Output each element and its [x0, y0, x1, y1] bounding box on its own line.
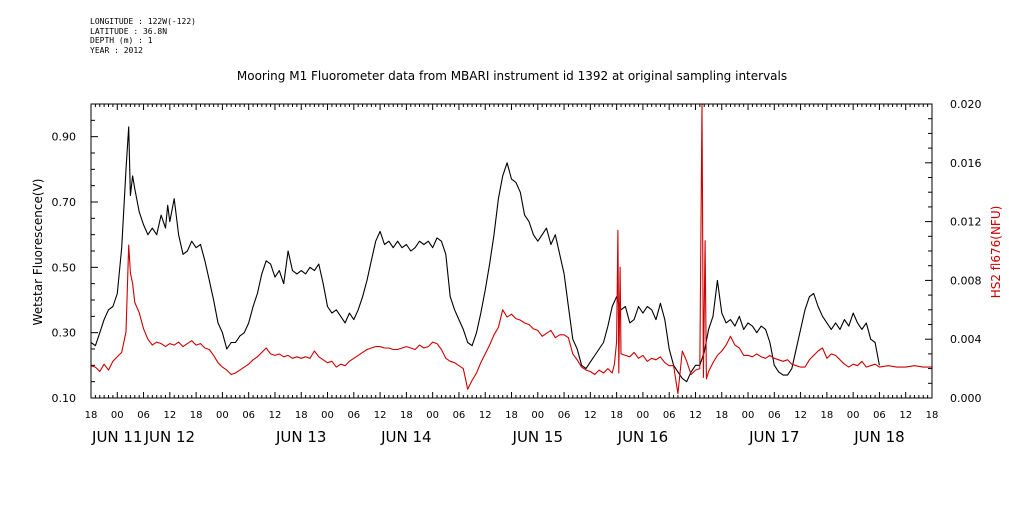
x-day-label: JUN 14 [380, 428, 431, 446]
x-tick-label: 18 [505, 410, 518, 421]
x-tick-label: 06 [453, 410, 466, 421]
x-tick-label: 06 [768, 410, 781, 421]
x-tick-label: 00 [426, 410, 439, 421]
x-day-label: JUN 12 [144, 428, 195, 446]
y-right-tick-label: 0.016 [950, 157, 982, 170]
y-right-tick-label: 0.012 [950, 216, 982, 229]
x-tick-label: 12 [584, 410, 597, 421]
x-tick-label: 18 [400, 410, 413, 421]
meta-year: YEAR : 2012 [90, 45, 143, 55]
x-tick-label: 18 [85, 410, 98, 421]
x-tick-label: 06 [137, 410, 150, 421]
y-left-tick-label: 0.90 [52, 131, 77, 144]
x-tick-label: 00 [111, 410, 124, 421]
y-left-tick-label: 0.70 [52, 196, 77, 209]
x-tick-label: 00 [216, 410, 229, 421]
x-day-label: JUN 18 [853, 428, 904, 446]
x-tick-label: 00 [321, 410, 334, 421]
y-left-tick-label: 0.10 [52, 392, 77, 405]
x-tick-label: 06 [873, 410, 886, 421]
x-tick-label: 12 [479, 410, 492, 421]
x-tick-label: 18 [190, 410, 203, 421]
y-right-tick-label: 0.004 [950, 333, 982, 346]
x-tick-label: 00 [742, 410, 755, 421]
x-tick-label: 18 [295, 410, 308, 421]
x-day-label: JUN 17 [748, 428, 799, 446]
series-line-right-axis [90, 103, 932, 395]
y-right-tick-label: 0.020 [950, 98, 982, 111]
y-right-tick-label: 0.008 [950, 274, 982, 287]
x-day-label: JUN 13 [275, 428, 326, 446]
meta-depth: DEPTH (m) : 1 [90, 36, 153, 45]
x-tick-label: 12 [374, 410, 387, 421]
y-left-label: Wetstar Fluorescence(V) [31, 179, 45, 326]
y-right-tick-label: 0.000 [950, 392, 982, 405]
y-left-tick-label: 0.30 [52, 327, 77, 340]
meta-longitude: LONGITUDE : 122W(-122) [90, 17, 196, 26]
y-right-label: HS2 fl676(NFU) [989, 206, 1003, 299]
meta-latitude: LATITUDE : 36.8N [90, 26, 168, 36]
x-tick-label: 06 [663, 410, 676, 421]
x-tick-label: 18 [821, 410, 834, 421]
x-day-label: JUN 11 [91, 428, 142, 446]
x-tick-label: 12 [899, 410, 912, 421]
x-tick-label: 00 [847, 410, 860, 421]
x-tick-label: 00 [637, 410, 650, 421]
x-tick-label: 06 [347, 410, 360, 421]
x-tick-label: 18 [715, 410, 728, 421]
x-tick-label: 06 [242, 410, 255, 421]
x-day-label: JUN 15 [512, 428, 563, 446]
x-tick-label: 18 [926, 410, 939, 421]
x-tick-label: 12 [163, 410, 176, 421]
x-tick-label: 12 [794, 410, 807, 421]
x-tick-label: 06 [558, 410, 571, 421]
y-left-tick-label: 0.50 [52, 261, 77, 274]
series-line-left-axis [90, 126, 880, 383]
x-tick-label: 12 [689, 410, 702, 421]
x-tick-label: 18 [610, 410, 623, 421]
plot-frame [90, 103, 933, 399]
chart-title: Mooring M1 Fluorometer data from MBARI i… [237, 69, 787, 83]
x-day-label: JUN 16 [617, 428, 668, 446]
x-tick-label: 12 [269, 410, 282, 421]
x-tick-label: 00 [531, 410, 544, 421]
metadata-block: LONGITUDE : 122W(-122) LATITUDE : 36.8N … [90, 17, 196, 55]
